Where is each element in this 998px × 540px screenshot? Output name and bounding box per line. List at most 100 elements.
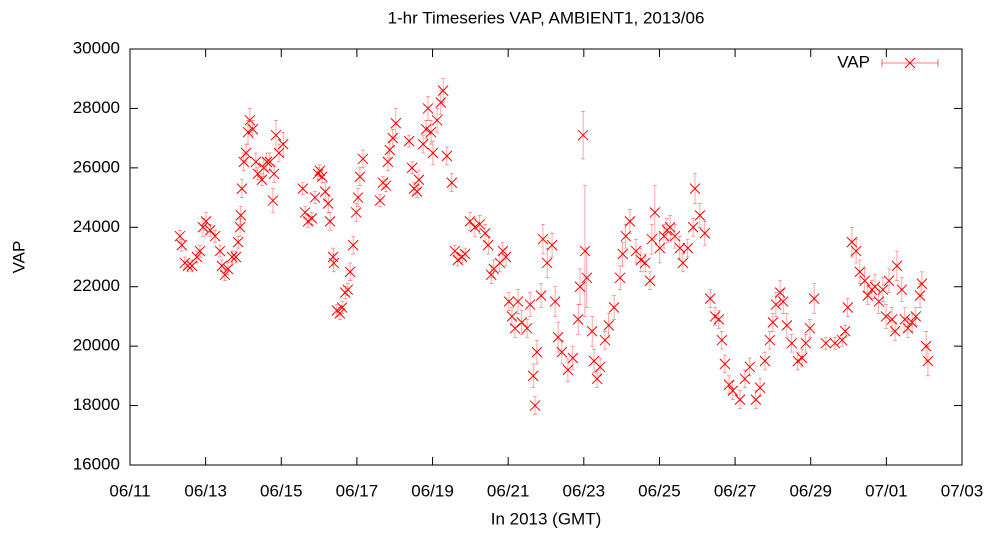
data-point [646, 233, 658, 245]
data-point [567, 352, 579, 364]
data-point [174, 230, 186, 242]
data-point [572, 314, 584, 325]
data-point [232, 236, 244, 248]
chart-title: 1-hr Timeseries VAP, AMBIENT1, 2013/06 [388, 8, 705, 27]
data-point [574, 281, 586, 293]
data-point [744, 361, 756, 373]
data-point [384, 144, 396, 156]
data-point [836, 334, 848, 346]
data-point [591, 373, 603, 385]
x-tick-label: 06/15 [260, 481, 303, 500]
data-point [552, 331, 564, 343]
data-point [620, 230, 632, 242]
data-point [767, 317, 779, 328]
data-point [869, 281, 881, 293]
data-point [235, 210, 247, 221]
data-point [664, 221, 676, 233]
data-point [859, 275, 871, 287]
data-point [723, 379, 735, 391]
data-point [459, 248, 471, 260]
data-point [521, 322, 533, 334]
x-tick-label: 06/11 [109, 481, 150, 500]
data-point [734, 394, 746, 405]
data-point [906, 317, 918, 328]
data-point [891, 260, 903, 272]
data-point [531, 346, 543, 358]
data-point [750, 394, 762, 405]
data-point [306, 213, 318, 224]
data-point [846, 236, 858, 248]
data-point [577, 129, 589, 141]
data-point [328, 257, 340, 269]
data-point [594, 361, 606, 373]
data-point [194, 245, 206, 257]
data-point [222, 263, 234, 275]
data-point [910, 311, 922, 322]
data-point [344, 266, 356, 278]
data-point [342, 284, 354, 296]
data-point [862, 290, 874, 301]
data-point [759, 355, 771, 367]
x-tick-label: 06/21 [487, 481, 530, 500]
data-point [277, 138, 289, 150]
data-point [644, 275, 656, 287]
data-point [482, 239, 494, 251]
data-point [316, 171, 328, 183]
data-point [624, 215, 636, 227]
data-point [754, 382, 766, 394]
data-point [674, 242, 686, 254]
data-point [839, 325, 851, 337]
data-point [204, 224, 216, 236]
data-point [535, 290, 547, 301]
data-point [649, 207, 661, 218]
data-point [509, 322, 521, 334]
data-point [777, 296, 789, 307]
data-point [500, 251, 512, 263]
data-point [603, 319, 615, 331]
data-point [268, 168, 280, 180]
data-point [197, 221, 209, 233]
x-tick-label: 06/25 [638, 481, 681, 500]
x-tick-label: 06/23 [563, 481, 606, 500]
data-point [324, 215, 336, 227]
data-point [357, 153, 369, 165]
data-point [431, 114, 443, 126]
data-point [902, 322, 914, 334]
data-point [437, 85, 449, 96]
data-point [219, 269, 231, 281]
data-point [581, 272, 593, 284]
data-point [639, 257, 651, 269]
data-point [214, 245, 226, 257]
data-point [474, 218, 486, 230]
data-point [796, 352, 808, 364]
data-point [786, 337, 798, 349]
data-point [182, 260, 194, 272]
data-point [347, 239, 359, 251]
data-point [406, 162, 418, 174]
data-point [382, 156, 394, 168]
data-point [234, 221, 246, 233]
data-point [354, 171, 366, 183]
data-point [403, 135, 415, 147]
data-point [677, 257, 689, 269]
data-point [896, 284, 908, 296]
data-point [713, 314, 725, 325]
data-point [719, 358, 731, 370]
data-point [899, 314, 911, 325]
data-point [614, 272, 626, 284]
data-point [230, 251, 242, 263]
data-point [739, 373, 751, 385]
data-point [244, 114, 256, 126]
data-point [524, 299, 536, 310]
data-point [322, 198, 334, 209]
data-point [256, 174, 268, 186]
data-point [854, 266, 866, 278]
data-point [704, 293, 716, 304]
data-point [417, 138, 429, 150]
data-point [420, 123, 432, 135]
data-point [464, 215, 476, 227]
data-point [485, 269, 497, 281]
data-point [682, 242, 694, 254]
legend-label: VAP [837, 52, 870, 71]
